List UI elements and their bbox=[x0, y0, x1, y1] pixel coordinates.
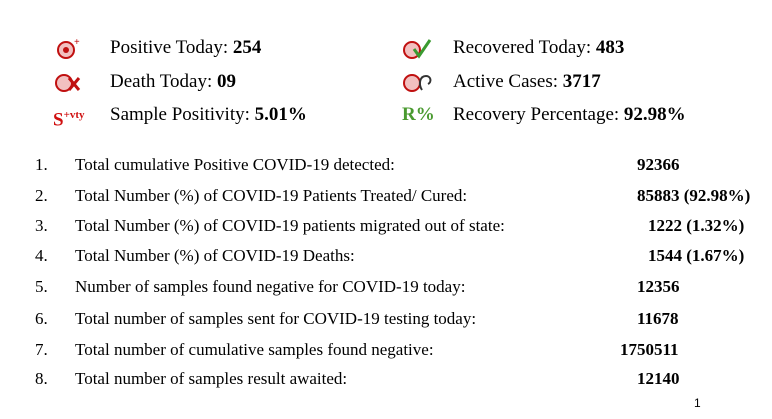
row-number: 6. bbox=[35, 309, 48, 328]
positivity-icon: S+vty bbox=[53, 104, 85, 131]
summary-item: Active Cases: 3717 bbox=[453, 71, 601, 93]
row-value: 85883 (92.98%) bbox=[637, 186, 751, 205]
svg-text:+: + bbox=[74, 37, 80, 48]
row-label: Total Number (%) of COVID-19 patients mi… bbox=[75, 216, 505, 235]
positive-icon: + bbox=[57, 37, 80, 59]
row-number: 2. bbox=[35, 186, 48, 205]
recovery-icon: R% bbox=[402, 104, 435, 125]
summary-item: Positive Today: 254 bbox=[110, 37, 261, 59]
row-number: 1. bbox=[35, 155, 48, 174]
row-value: 12356 bbox=[637, 277, 680, 296]
row-value: 1222 (1.32%) bbox=[648, 216, 745, 235]
summary-item: Sample Positivity: 5.01% bbox=[110, 104, 307, 126]
row-number: 5. bbox=[35, 277, 48, 296]
summary-value: 92.98% bbox=[623, 104, 686, 125]
summary-label: Active Cases: bbox=[453, 71, 559, 92]
row-value: 12140 bbox=[637, 369, 680, 388]
summary-item: Death Today: 09 bbox=[110, 71, 236, 93]
summary-label: Recovered Today: bbox=[453, 37, 592, 58]
row-label: Total Number (%) of COVID-19 Patients Tr… bbox=[75, 186, 468, 205]
row-label: Total number of samples sent for COVID-1… bbox=[75, 309, 477, 328]
summary-label: Positive Today: bbox=[110, 37, 229, 58]
page-number: 1 bbox=[694, 396, 701, 410]
icon-sup: +vty bbox=[63, 109, 85, 121]
summary-value: 483 bbox=[595, 37, 625, 58]
row-value: 1750511 bbox=[620, 340, 679, 359]
row-number: 7. bbox=[35, 340, 48, 359]
row-label: Number of samples found negative for COV… bbox=[75, 277, 466, 296]
summary-label: Recovery Percentage: bbox=[453, 104, 620, 125]
row-label: Total number of samples result awaited: bbox=[75, 369, 348, 388]
summary-value: 3717 bbox=[562, 71, 601, 92]
summary-item: Recovered Today: 483 bbox=[453, 37, 624, 59]
summary-label: Sample Positivity: bbox=[110, 104, 250, 125]
row-number: 8. bbox=[35, 369, 48, 388]
death-icon bbox=[55, 74, 81, 92]
row-value: 1544 (1.67%) bbox=[648, 246, 745, 265]
summary-value: 09 bbox=[217, 71, 237, 92]
row-label: Total number of cumulative samples found… bbox=[75, 340, 434, 359]
summary-value: 5.01% bbox=[254, 104, 307, 125]
row-label: Total Number (%) of COVID-19 Deaths: bbox=[75, 246, 355, 265]
row-value: 92366 bbox=[637, 155, 680, 174]
row-value: 11678 bbox=[637, 309, 679, 328]
icon-text: S bbox=[53, 109, 64, 131]
row-number: 4. bbox=[35, 246, 48, 265]
active-icon bbox=[403, 74, 432, 92]
summary-label: Death Today: bbox=[110, 71, 213, 92]
recovered-icon bbox=[403, 39, 432, 59]
row-number: 3. bbox=[35, 216, 48, 235]
summary-value: 254 bbox=[232, 37, 262, 58]
summary-item: Recovery Percentage: 92.98% bbox=[453, 104, 686, 126]
row-label: Total cumulative Positive COVID-19 detec… bbox=[75, 155, 395, 174]
